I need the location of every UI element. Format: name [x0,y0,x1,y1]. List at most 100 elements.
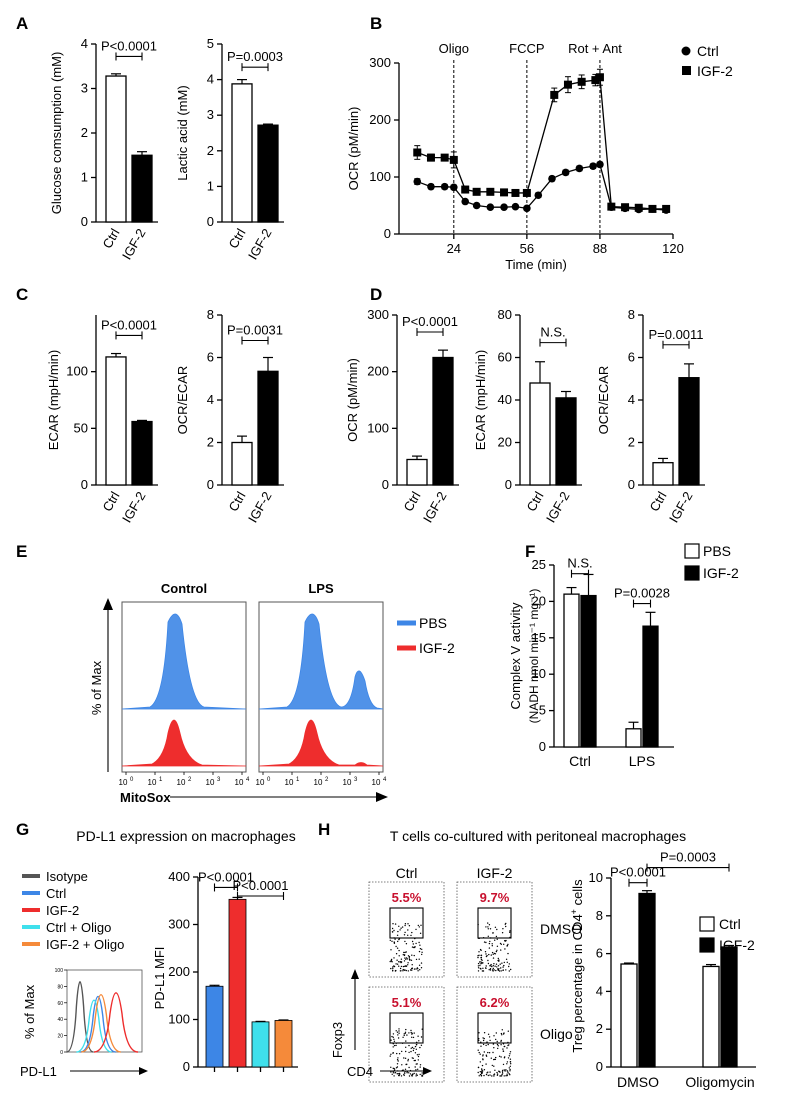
y-axis-label: Lactic acid (mM) [175,85,190,180]
legend-label-igf-2: IGF-2 [703,565,739,581]
scatter-point [482,937,485,939]
scatter-point [491,965,493,968]
scatter-point [419,932,422,934]
scatter-point [496,1074,499,1077]
scatter-point [407,1060,409,1062]
scatter-point [484,951,487,953]
bar-igf-2 [257,370,279,486]
scatter-point [409,969,412,971]
data-point-ctrl [500,203,508,212]
scatter-point [478,1037,480,1040]
tick-base-label: 10 [119,778,128,787]
data-point-igf-2 [486,187,495,196]
scatter-point [478,954,480,956]
scatter-point [495,963,498,965]
legend-label-pbs: PBS [419,615,447,631]
scatter-point [497,1045,499,1047]
scatter-point [493,1065,495,1067]
scatter-point [393,1038,395,1041]
scatter-point [397,1037,400,1039]
scatter-point [393,937,395,939]
scatter-point [418,926,420,928]
arrow-head-icon [376,792,388,802]
scatter-point [393,1072,395,1074]
scatter-point [393,1044,396,1047]
tick-base-label: 10 [343,778,352,787]
data-point-igf-2 [634,203,643,212]
tick-exponent-label: 2 [188,777,192,783]
scatter-point [401,926,404,928]
scatter-point [397,1073,399,1075]
scatter-point [415,1069,417,1071]
scatter-point [413,968,416,970]
scatter-point [414,1045,417,1048]
scatter-point [391,1073,393,1076]
scatter-point [502,969,504,971]
scatter-point [493,1074,495,1076]
scatter-point [390,949,392,951]
scatter-point [486,955,488,957]
data-point-igf-2 [563,80,572,89]
legend-swatch-igf-2 [699,937,715,953]
scatter-point [508,1055,511,1057]
scatter-point [395,1030,397,1032]
scatter-point [406,1072,408,1074]
data-point-ctrl [440,182,449,191]
scatter-point [501,1073,503,1076]
scatter-point [487,926,489,928]
scatter-point [501,1029,503,1031]
bar-ctrl-oligo [251,1021,270,1068]
scatter-point [481,970,484,972]
scatter-point [480,957,482,959]
scatter-point [420,924,422,926]
scatter-point [398,965,400,967]
scatter-point [417,970,419,972]
scatter-point [411,1036,413,1039]
panel-letter-b: B [370,14,382,33]
scatter-point [496,1071,498,1074]
y-tick-label: 300 [369,55,391,70]
scatter-point [480,961,482,963]
gate-box [389,1012,424,1044]
scatter-point [396,1031,399,1033]
bar-igf-2 [432,356,454,486]
scatter-point [398,1030,400,1032]
bar-ctrl [406,458,428,486]
scatter-point [415,1043,418,1046]
bar-ctrl-igf-2 [580,594,597,748]
legend-label: IGF-2 + Oligo [46,937,124,952]
scatter-point [509,930,511,932]
data-point-ctrl [575,164,584,173]
scatter-point [407,964,409,966]
y-tick-label: 0 [382,477,389,492]
scatter-point [414,1066,416,1068]
scatter-point [503,1057,506,1059]
scatter-point [390,959,392,962]
arrow-head-icon [139,1067,148,1075]
scatter-point [507,943,509,946]
scatter-point [486,1041,488,1043]
y-axis-label: ECAR (mpH/min) [46,350,61,450]
scatter-point [405,1040,407,1042]
scatter-point [477,965,480,967]
scatter-point [404,1057,407,1060]
tick-base-label: 10 [148,778,157,787]
scatter-point [421,1028,423,1030]
scatter-point [482,1043,485,1046]
scatter-point [503,1045,505,1048]
legend-label-igf-2: IGF-2 [697,63,733,79]
scatter-point [421,951,423,953]
scatter-point [411,1046,414,1049]
y-tick-label: 2 [207,143,214,158]
scatter-point [402,954,404,956]
scatter-point [481,1072,484,1074]
scatter-point [411,931,413,934]
scatter-point [492,967,494,970]
x-axis-label: Time (min) [505,257,567,272]
legend-label: Isotype [46,869,88,884]
y-tick-label: 0 [539,739,546,754]
scatter-point [404,924,406,927]
histogram-title: Control [161,581,207,596]
data-point-ctrl [413,177,422,186]
